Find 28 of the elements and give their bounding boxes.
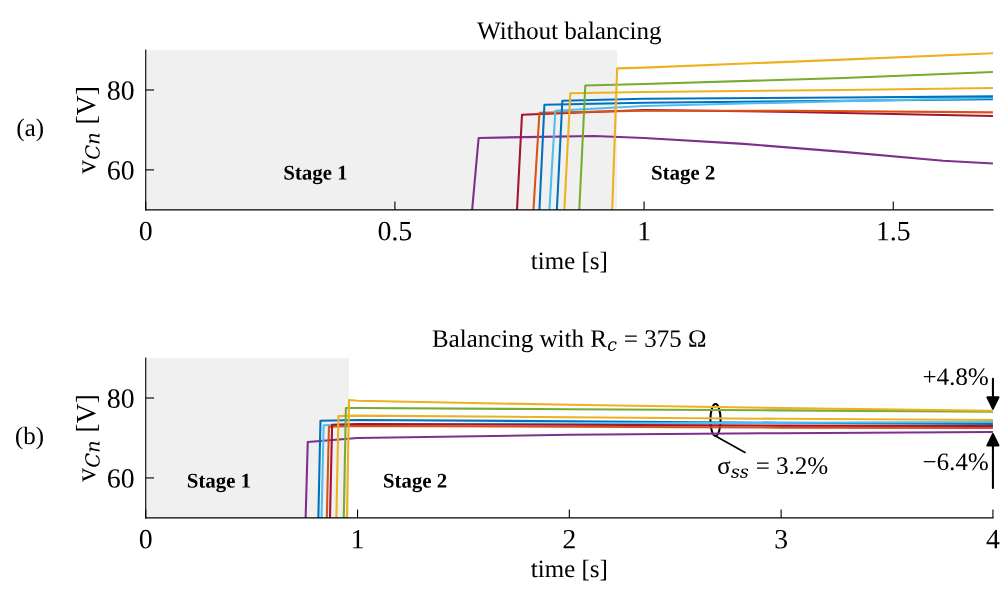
x-tick-label: 2 (563, 529, 575, 549)
annotation: −6.4% (923, 453, 988, 471)
y-axis-title: v$_{Cn}$ [V] (75, 88, 100, 174)
x-tick-label: 1 (353, 529, 363, 549)
x-tick-label: 0.5 (378, 221, 412, 241)
y-tick-label: 60 (108, 161, 134, 180)
x-tick-label: 1 (639, 221, 650, 241)
x-axis-title: time [s] (531, 559, 607, 581)
band-label: Stage 1 (284, 165, 347, 185)
y-tick-label: 80 (107, 81, 134, 100)
x-tick-label: 0 (139, 529, 152, 549)
x-axis-title: time [s] (531, 251, 607, 273)
y-tick-label: 60 (108, 469, 134, 488)
annotation: Stage 2 (652, 165, 715, 185)
band-label: Stage 1 (187, 473, 250, 493)
annotation: Stage 2 (384, 473, 447, 493)
y-tick-label: 80 (107, 389, 134, 408)
annotation: +4.8% (923, 368, 988, 386)
x-tick-label: 1.5 (878, 221, 910, 241)
annotation: σ$_{ss}$ = 3.2% (718, 457, 828, 478)
chart-title: Without balancing (477, 21, 662, 45)
text: (a) (17, 118, 43, 142)
x-tick-label: 4 (986, 529, 1000, 549)
y-axis-title: v$_{Cn}$ [V] (75, 396, 100, 482)
x-tick-label: 3 (775, 529, 787, 549)
chart-title: Balancing with R$_{c}$ = 375 Ω (432, 329, 706, 353)
x-tick-label: 0 (139, 221, 152, 241)
text: (b) (16, 426, 43, 450)
